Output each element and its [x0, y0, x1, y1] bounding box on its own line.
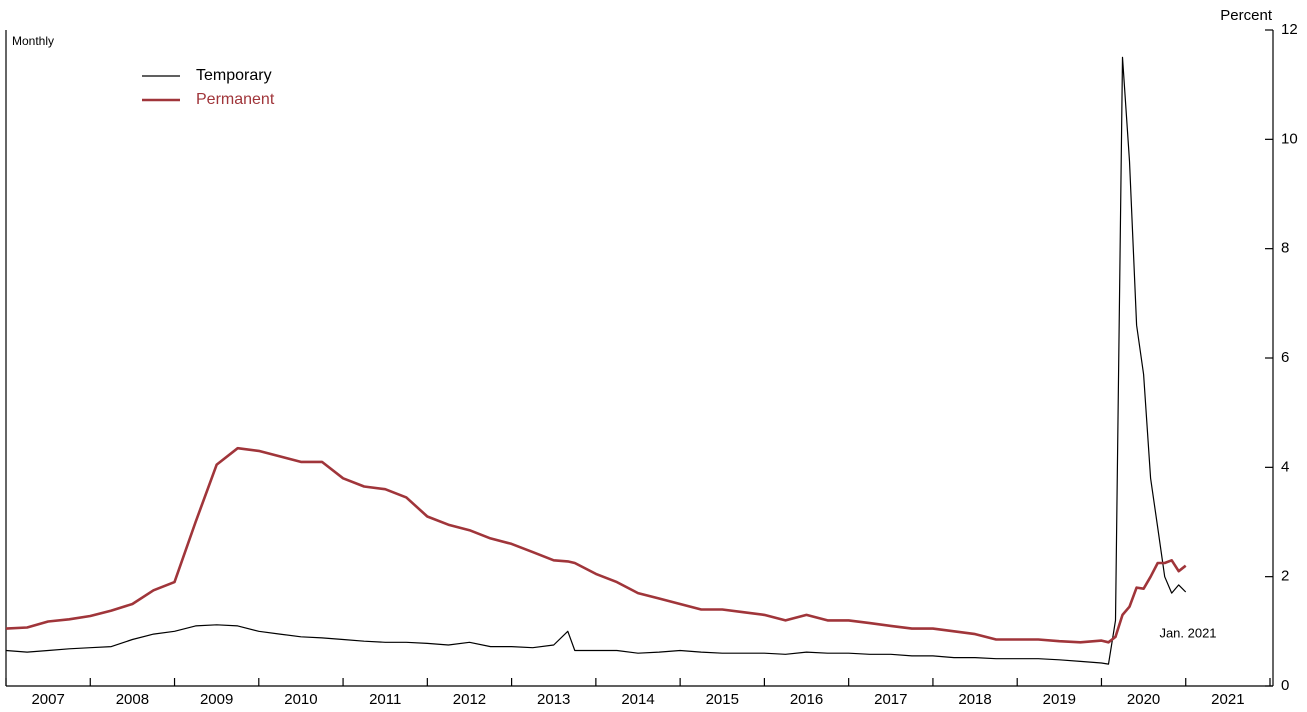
- x-tick-label: 2018: [958, 691, 991, 708]
- y-tick-label: 4: [1281, 458, 1289, 475]
- x-tick-label: 2012: [453, 691, 486, 708]
- y-tick-label: 8: [1281, 240, 1289, 257]
- x-tick-label: 2017: [874, 691, 907, 708]
- annotation: Jan. 2021: [1159, 625, 1216, 640]
- series-line: [5, 56, 1187, 665]
- x-tick-label: 2019: [1043, 691, 1076, 708]
- series-line: [5, 446, 1187, 644]
- x-tick-label: 2021: [1211, 691, 1244, 708]
- x-tick-label: 2013: [537, 691, 570, 708]
- legend-label: Permanent: [196, 91, 275, 108]
- y-tick-label: 10: [1281, 130, 1298, 147]
- x-tick-label: 2015: [706, 691, 739, 708]
- y-tick-label: 6: [1281, 349, 1289, 366]
- legend-label: Temporary: [196, 67, 272, 84]
- x-tick-label: 2011: [369, 691, 401, 708]
- x-tick-label: 2010: [284, 691, 317, 708]
- x-tick-label: 2007: [31, 691, 64, 708]
- y-tick-label: 12: [1281, 21, 1298, 38]
- y-tick-label: 0: [1281, 677, 1289, 694]
- x-tick-label: 2014: [621, 691, 654, 708]
- x-tick-label: 2016: [790, 691, 823, 708]
- subtitle: Monthly: [12, 34, 54, 48]
- y-axis-label: Percent: [1220, 7, 1273, 24]
- y-tick-label: 2: [1281, 568, 1289, 585]
- x-tick-label: 2009: [200, 691, 233, 708]
- x-tick-label: 2020: [1127, 691, 1160, 708]
- x-tick-label: 2008: [116, 691, 149, 708]
